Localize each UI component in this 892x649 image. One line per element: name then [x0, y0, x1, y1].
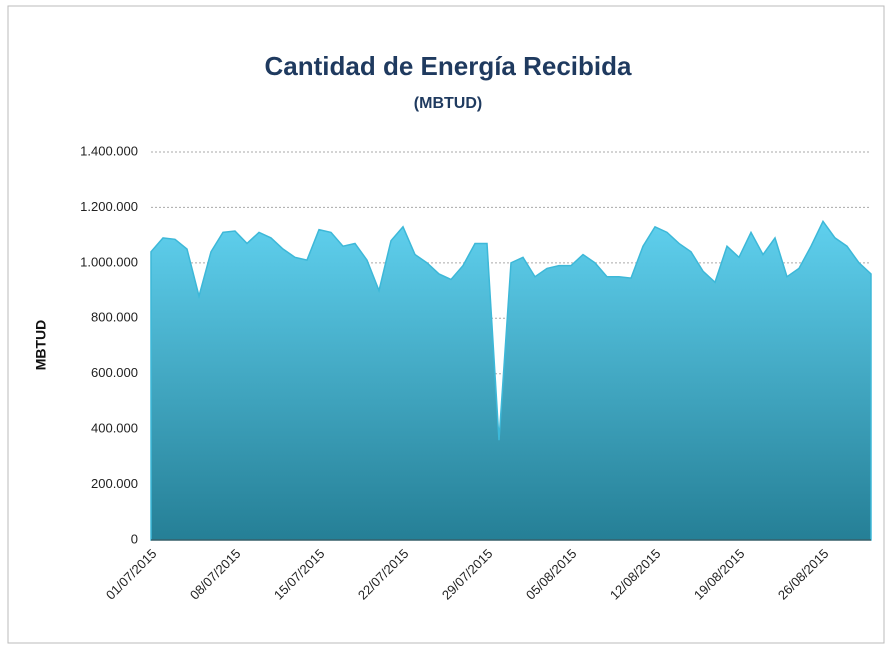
y-tick-label: 1.000.000 — [80, 254, 138, 269]
y-tick-label: 800.000 — [91, 310, 138, 325]
y-tick-label: 1.200.000 — [80, 199, 138, 214]
y-tick-label: 200.000 — [91, 476, 138, 491]
chart-subtitle: (MBTUD) — [414, 95, 482, 112]
y-tick-label: 1.400.000 — [80, 143, 138, 158]
chart-title: Cantidad de Energía Recibida — [265, 51, 633, 81]
y-tick-label: 600.000 — [91, 365, 138, 380]
area — [150, 219, 872, 541]
y-tick-label: 400.000 — [91, 421, 138, 436]
y-tick-label: 0 — [131, 531, 138, 546]
y-axis-label: MBTUD — [33, 320, 49, 371]
